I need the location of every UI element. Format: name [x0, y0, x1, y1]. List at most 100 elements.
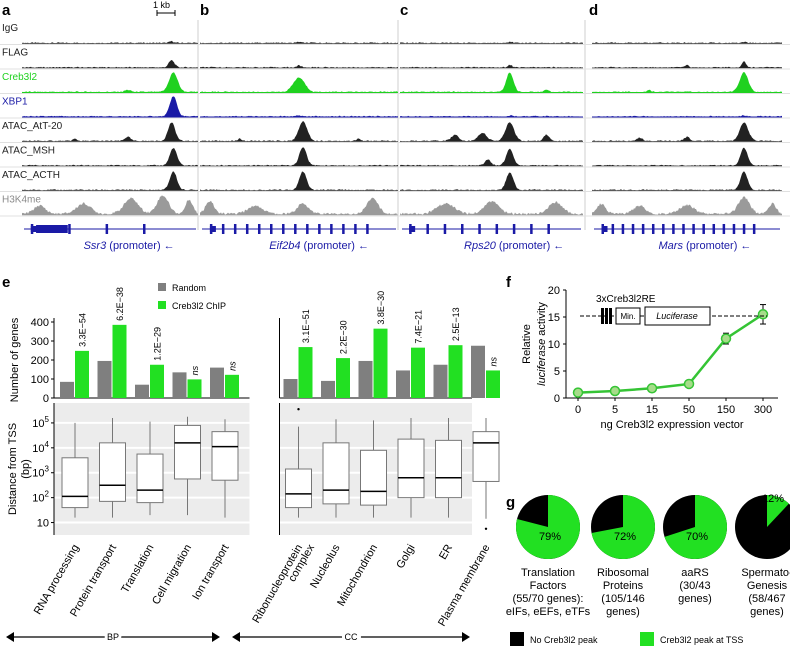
box: [285, 468, 312, 509]
box-y-tick-label: 103: [32, 465, 49, 480]
box-ylabel: Distance from TSS: [7, 423, 19, 515]
bar-random: [321, 380, 335, 398]
signal-track-ATAC_ACTH: [400, 172, 583, 191]
pie-caption: (105/146: [601, 593, 644, 605]
signal-track-ATAC_ACTH: [22, 171, 198, 191]
panel-letter-e: e: [2, 274, 10, 291]
exon: [662, 224, 665, 234]
tick-exp: 2: [45, 490, 50, 499]
f-x-tick-label: 15: [646, 404, 658, 416]
signal-track-ATAC_ACTH: [592, 171, 782, 191]
pie-caption: Proteins: [603, 580, 644, 592]
pie-caption: eIFs, eEFs, eTFs: [506, 606, 591, 618]
exon: [601, 226, 608, 232]
exon: [682, 224, 685, 234]
pie-legend-label: Creb3l2 peak at TSS: [660, 635, 743, 645]
box-y-tick-label: 10: [37, 518, 49, 530]
construct-reporter-label: Luciferase: [656, 311, 698, 321]
e-bar-ylabel: Number of genes: [9, 317, 21, 402]
signal-track-FLAG: [400, 64, 583, 68]
f-x-tick-label: 300: [754, 404, 772, 416]
group-arrowhead: [462, 632, 470, 642]
construct-re-element: [609, 308, 612, 324]
exon: [366, 224, 369, 234]
bar-chip: [336, 358, 350, 398]
track-label: ATAC_AtT-20: [2, 121, 63, 132]
gene-suffix: (promoter) ←: [106, 240, 174, 252]
f-y-tick-label: 15: [548, 312, 560, 324]
exon: [631, 224, 635, 234]
panel-letter-f: f: [506, 274, 512, 291]
track-label: H3K4me: [2, 195, 41, 206]
p-value-label: 2.2E−30: [339, 320, 349, 354]
p-value-label: 3.1E−51: [301, 309, 311, 343]
box: [435, 439, 462, 499]
p-value-label: ns: [489, 356, 499, 366]
box-outlier: [484, 527, 488, 530]
signal-track-IgG: [592, 41, 782, 44]
track-label: XBP1: [2, 97, 28, 108]
signal-track-IgG: [22, 40, 198, 44]
exon: [742, 224, 746, 234]
bar-random: [60, 381, 74, 398]
tick-exp: 5: [45, 415, 50, 424]
exon: [692, 224, 695, 234]
construct-reporter-box: [644, 306, 711, 326]
bar-chip: [448, 345, 463, 398]
box-y-tick-label: 105: [32, 415, 49, 430]
f-x-tick-label: 50: [683, 404, 695, 416]
signal-track-IgG: [400, 41, 583, 44]
box: [322, 442, 350, 505]
pie-caption: (58/467: [748, 593, 785, 605]
track-label: Creb3l2: [2, 72, 37, 83]
gene-label: Eif2b4 (promoter) ←: [269, 240, 369, 252]
track-label: ATAC_ACTH: [2, 170, 60, 181]
pie-caption: genes): [606, 606, 640, 618]
exon: [143, 224, 146, 234]
bar-chip: [373, 328, 388, 398]
category-label: Ribonucleoprotein: [250, 543, 305, 626]
exon: [221, 224, 225, 234]
exon: [732, 224, 736, 234]
pie-caption: genes): [678, 593, 712, 605]
tick-base: 10: [32, 493, 44, 505]
box: [360, 449, 387, 506]
tick-exp: 4: [45, 440, 50, 449]
signal-track-ATAC_ACTH: [200, 171, 398, 191]
signal-track-FLAG: [200, 64, 398, 68]
panel-letter-d: d: [589, 2, 598, 19]
scale-bar-label: 1 kb: [153, 0, 170, 10]
exon: [245, 224, 249, 234]
exon: [651, 224, 655, 234]
signal-track-Creb3l2: [592, 72, 782, 93]
exon: [209, 226, 216, 232]
box: [472, 431, 500, 482]
signal-track-ATAC_MSH: [400, 148, 583, 166]
bar-chip: [187, 379, 202, 398]
f-y-tick-label: 5: [554, 366, 560, 378]
f-point: [609, 385, 621, 397]
exon: [426, 224, 429, 234]
f-point: [646, 383, 658, 394]
bar-random: [358, 360, 373, 398]
track-label: ATAC_MSH: [2, 146, 55, 157]
panel-letter-c: c: [400, 2, 408, 19]
exon: [443, 224, 447, 234]
gene-suffix: (promoter) ←: [683, 240, 751, 252]
f-ylabel-1: Relative: [521, 324, 533, 364]
box: [61, 457, 89, 509]
pie-percent-label: 79%: [539, 531, 561, 543]
e-y-tick-label: 100: [31, 374, 49, 386]
signal-track-ATAC_MSH: [22, 147, 198, 166]
exon: [672, 224, 675, 234]
signal-track-H3K4me: [592, 196, 782, 215]
box-outlier: [297, 408, 300, 411]
bar-random: [433, 364, 448, 398]
pie-caption: Ribosomal: [597, 567, 649, 579]
pie-percent-label: 70%: [686, 531, 708, 543]
f-xlabel: ng Creb3l2 expression vector: [600, 419, 743, 431]
gene-name: Ssr3: [84, 240, 108, 252]
pie-caption: genes): [750, 606, 784, 618]
pie-caption: Genesis: [747, 580, 788, 592]
